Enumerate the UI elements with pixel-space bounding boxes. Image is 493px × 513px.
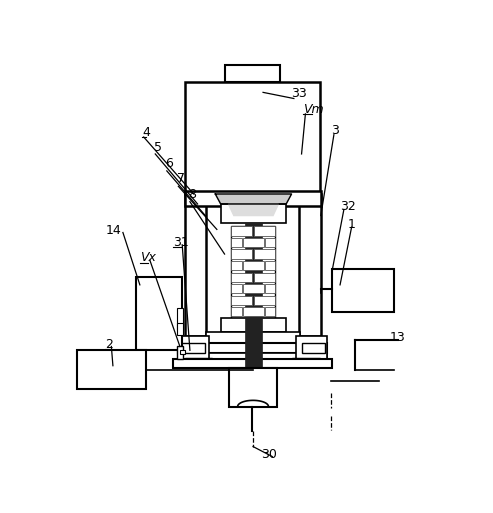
Bar — [265, 307, 275, 317]
Bar — [178, 352, 327, 359]
Bar — [232, 261, 242, 270]
Bar — [245, 223, 261, 377]
Bar — [254, 295, 275, 305]
Bar — [184, 194, 206, 337]
Bar — [184, 83, 320, 194]
Bar — [232, 295, 252, 305]
Bar — [178, 337, 209, 360]
Bar — [229, 368, 277, 406]
Bar — [232, 284, 242, 293]
Text: 4: 4 — [142, 126, 150, 139]
Text: 8: 8 — [188, 187, 196, 201]
Bar — [184, 358, 212, 364]
Text: Vm: Vm — [303, 103, 324, 116]
Bar — [181, 343, 205, 352]
Bar — [296, 337, 327, 360]
Bar — [254, 249, 275, 259]
Bar — [184, 191, 321, 206]
Polygon shape — [215, 194, 291, 204]
Bar — [136, 277, 182, 350]
Bar — [292, 358, 320, 364]
Polygon shape — [228, 204, 279, 215]
Bar — [243, 238, 264, 247]
Bar — [177, 346, 183, 359]
Text: 31: 31 — [173, 236, 189, 249]
Bar — [177, 308, 183, 329]
Bar — [180, 350, 184, 354]
Text: 1: 1 — [348, 219, 355, 231]
Bar — [173, 359, 332, 368]
Bar — [232, 226, 252, 235]
Bar — [232, 249, 252, 259]
Bar — [243, 307, 264, 317]
Text: 13: 13 — [390, 331, 406, 344]
Bar — [265, 284, 275, 293]
Bar — [265, 238, 275, 247]
Text: 2: 2 — [105, 338, 113, 351]
Text: 7: 7 — [177, 172, 185, 185]
Bar — [265, 261, 275, 270]
Bar — [232, 307, 242, 317]
Bar — [243, 284, 264, 293]
Bar — [224, 66, 280, 83]
Bar — [243, 261, 264, 270]
Bar — [232, 272, 252, 282]
Bar — [254, 272, 275, 282]
Bar — [177, 323, 183, 335]
Bar — [178, 343, 327, 352]
Bar — [231, 226, 276, 318]
Text: 32: 32 — [340, 200, 356, 213]
Text: 3: 3 — [331, 124, 339, 137]
Bar — [254, 226, 275, 235]
Bar — [299, 194, 321, 337]
Bar — [332, 269, 394, 312]
Bar — [302, 343, 325, 352]
Text: 33: 33 — [291, 87, 307, 101]
Text: 6: 6 — [165, 156, 173, 170]
Bar — [221, 204, 286, 223]
Bar — [77, 350, 146, 389]
Bar — [221, 318, 286, 332]
Text: Vx: Vx — [140, 251, 156, 264]
Text: 14: 14 — [105, 225, 121, 238]
Bar — [206, 332, 300, 343]
Bar — [232, 238, 242, 247]
Text: 5: 5 — [154, 141, 162, 154]
Text: 30: 30 — [261, 448, 278, 461]
